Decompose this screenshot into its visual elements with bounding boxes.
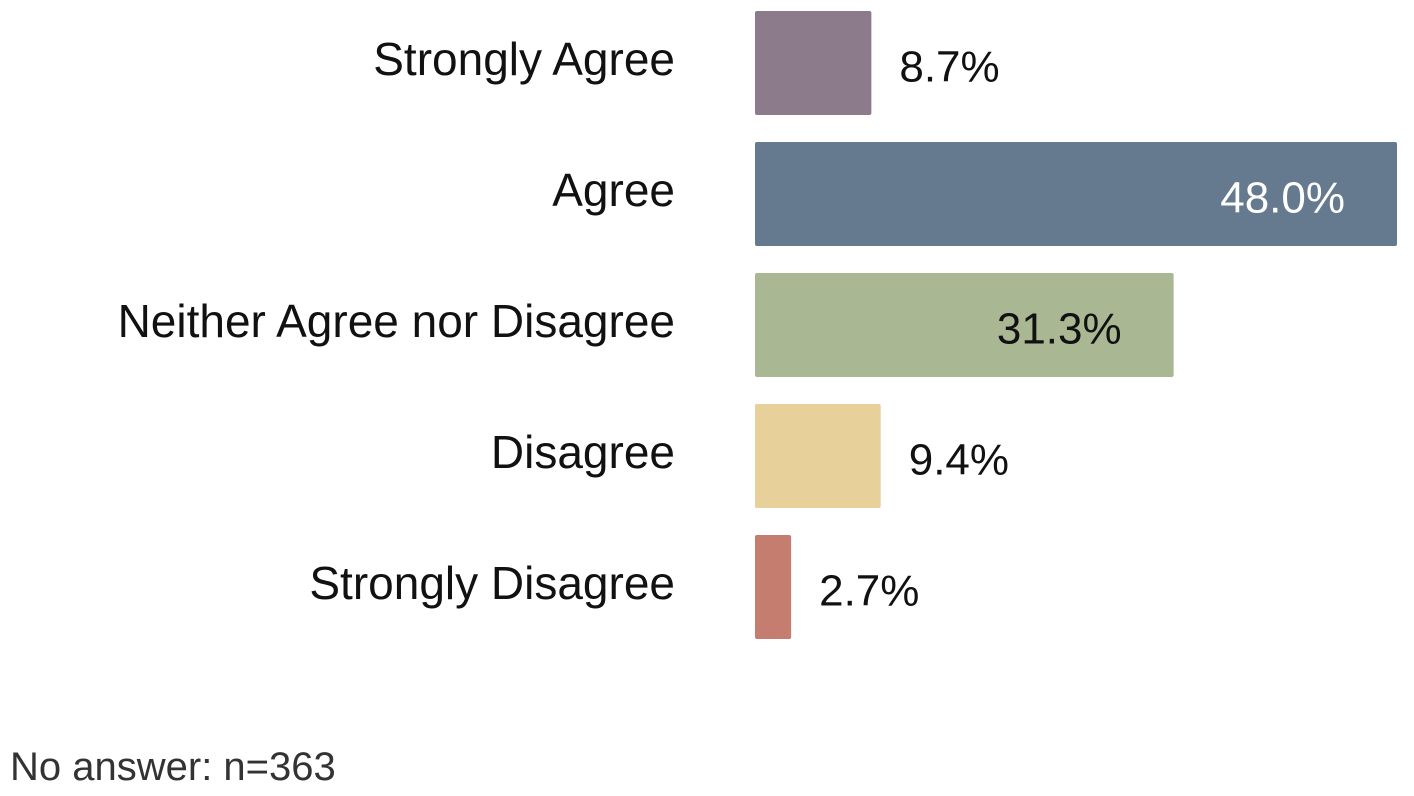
category-labels-group: Strongly Agree Agree Neither Agree nor Dis… (118, 33, 675, 609)
bar-strongly-agree (755, 11, 872, 115)
value-label-disagree: 9.4% (909, 436, 1009, 485)
bars-group (755, 11, 1397, 639)
category-label-agree: Agree (552, 164, 675, 216)
bar-disagree (755, 404, 881, 508)
category-label-neither-agree-nor-disagree: Neither Agree nor Disagree (118, 295, 675, 347)
value-label-strongly-disagree: 2.7% (819, 567, 919, 616)
bar-agree (755, 142, 1397, 246)
value-labels-group: 8.7% 48.0% 31.3% 9.4% 2.7% (819, 43, 1345, 616)
value-label-strongly-agree: 8.7% (899, 43, 999, 92)
bar-strongly-disagree (755, 535, 792, 639)
category-label-strongly-agree: Strongly Agree (373, 33, 675, 85)
footnote-no-answer: No answer: n=363 (10, 745, 336, 789)
value-label-neither-agree-nor-disagree: 31.3% (997, 305, 1122, 354)
category-label-disagree: Disagree (491, 426, 675, 478)
category-label-strongly-disagree: Strongly Disagree (309, 557, 675, 609)
value-label-agree: 48.0% (1220, 174, 1345, 223)
bar-neither-agree-nor-disagree (755, 273, 1174, 377)
